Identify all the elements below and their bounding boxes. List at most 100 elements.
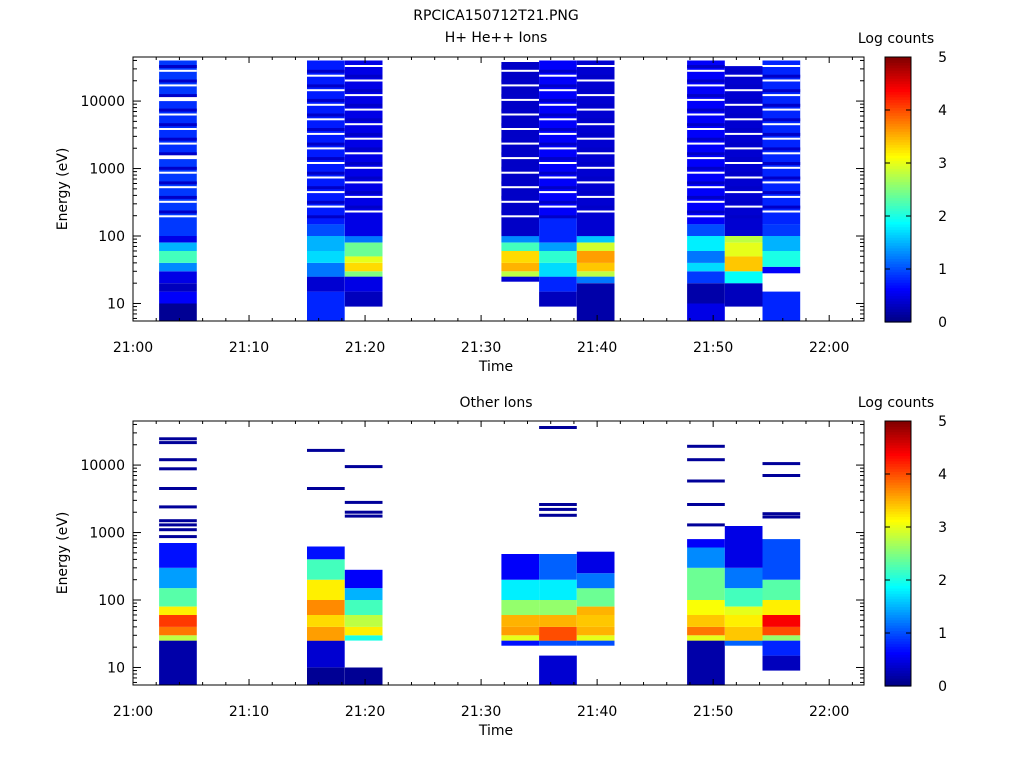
spectrogram-cell [687, 600, 725, 615]
colorbar-segment [885, 601, 911, 605]
colorbar-tick-label: 2 [938, 573, 947, 589]
spectrogram-cell [762, 89, 801, 93]
colorbar-segment [885, 534, 911, 539]
colorbar-segment [885, 574, 911, 578]
spectrogram-cell [724, 66, 763, 236]
spectrogram-cell [724, 200, 763, 204]
spectrogram-cell [576, 191, 615, 195]
spectrogram-cell [344, 89, 383, 93]
colorbar-segment [885, 444, 911, 449]
colorbar-segment [885, 587, 911, 592]
colorbar-segment [885, 110, 911, 114]
y-tick-label: 1000 [89, 162, 125, 178]
data-gap [307, 205, 345, 208]
colorbar-segment [885, 627, 911, 631]
y-tick-label: 100 [98, 593, 125, 609]
colorbar-segment [885, 487, 911, 491]
x-tick-label: 21:30 [461, 704, 501, 720]
spectrogram-cell [724, 84, 763, 88]
spectrogram-cell [576, 276, 615, 284]
colorbar-segment [885, 176, 911, 180]
colorbar-segment [885, 284, 911, 289]
spectrogram-cell [576, 262, 615, 272]
colorbar-segment [885, 633, 911, 637]
data-gap [687, 113, 725, 116]
data-gap [344, 166, 383, 169]
data-gap [762, 195, 801, 198]
spectrogram-cell [344, 276, 383, 292]
data-gap [307, 162, 345, 164]
spectrogram-cell [687, 210, 725, 214]
spectrogram-cell [501, 242, 540, 251]
spectrogram-column [576, 60, 615, 321]
colorbar-segment [885, 521, 911, 525]
colorbar-segment [885, 189, 911, 193]
data-gap [687, 142, 725, 145]
spectrogram-cell [159, 79, 197, 83]
spectrogram-column [539, 60, 577, 307]
spectrogram-cell [687, 303, 725, 321]
x-tick-label: 21:30 [461, 340, 501, 356]
colorbar: 0 1 2 3 4 5 [884, 414, 947, 695]
spectrogram-cell [344, 465, 383, 469]
spectrogram-cell [724, 128, 763, 131]
spectrogram-cell [576, 626, 615, 636]
spectrogram-cell [307, 113, 345, 117]
spectrogram-cell [344, 176, 383, 180]
data-gap [501, 98, 540, 101]
spectrogram-cell [762, 60, 801, 225]
spectrogram-cell [687, 271, 725, 284]
colorbar-segment [885, 96, 911, 100]
y-axis-label: Energy (eV) [55, 148, 71, 231]
spectrogram-cell [344, 500, 383, 504]
spectrogram-cell [762, 512, 801, 516]
spectrogram-cell [159, 635, 197, 641]
chart-title: H+ He++ Ions [445, 30, 548, 46]
spectrogram-cell [344, 667, 383, 685]
colorbar-segment [885, 78, 911, 82]
colorbar-segment [885, 423, 911, 427]
data-gap [344, 152, 383, 155]
spectrogram-cell [724, 626, 763, 641]
data-gap [539, 74, 577, 77]
spectrogram-cell [576, 147, 615, 151]
spectrogram-cell [539, 655, 577, 685]
spectrogram-cell [159, 588, 197, 607]
colorbar-segment [885, 115, 911, 119]
colorbar-segment [885, 484, 911, 488]
spectrogram-cell [762, 74, 801, 78]
spectrogram-cell [501, 210, 540, 214]
spectrogram-cell [762, 462, 801, 466]
y-tick-label: 10000 [80, 94, 125, 110]
colorbar-segment [885, 476, 911, 480]
colorbar-segment [885, 165, 911, 169]
spectrogram-cell [344, 626, 383, 636]
spectrogram-cell [687, 626, 725, 636]
colorbar-segment [885, 598, 911, 602]
spectrogram-cell [307, 128, 345, 131]
data-gap [576, 181, 615, 184]
spectrogram-cell [159, 291, 197, 304]
data-gap [762, 94, 801, 97]
colorbar-segment [885, 239, 911, 244]
x-tick-label: 21:40 [577, 704, 617, 720]
spectrogram-cell [501, 94, 540, 98]
spectrogram-cell [307, 626, 345, 641]
data-gap [762, 210, 801, 213]
colorbar-segment [885, 667, 911, 671]
colorbar-segment [885, 516, 911, 520]
colorbar-segment [885, 489, 911, 494]
spectrogram-cell [539, 98, 577, 102]
colorbar-segment [885, 306, 911, 310]
colorbar-segment [885, 580, 911, 584]
colorbar-segment [885, 141, 911, 146]
spectrogram-cell [762, 147, 801, 151]
colorbar-segment [885, 553, 911, 557]
colorbar-segment [885, 316, 911, 320]
colorbar-segment [885, 131, 911, 135]
spectrogram-cell [159, 606, 197, 615]
spectrogram-cell [762, 132, 801, 136]
spectrogram-cell [159, 543, 197, 568]
spectrogram-cell [159, 123, 197, 127]
colorbar-segment [885, 242, 911, 246]
